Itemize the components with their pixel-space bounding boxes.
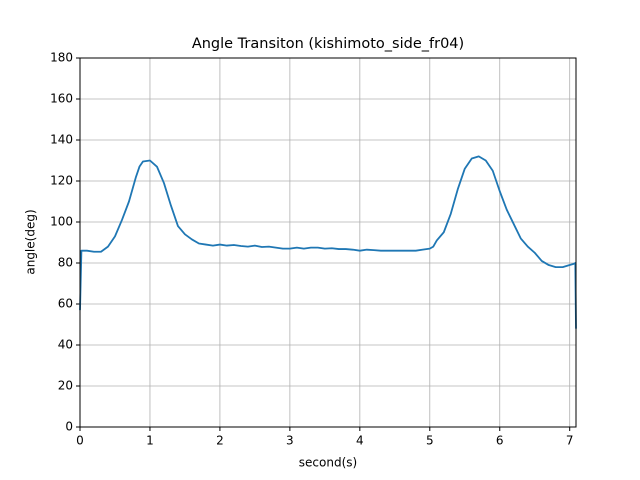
x-tick-label: 7 bbox=[566, 434, 574, 448]
x-tick-label: 4 bbox=[356, 434, 364, 448]
x-tick-label: 5 bbox=[426, 434, 434, 448]
y-tick-label: 100 bbox=[50, 215, 73, 229]
x-tick-label: 3 bbox=[286, 434, 294, 448]
y-tick-label: 180 bbox=[50, 51, 73, 65]
y-tick-label: 140 bbox=[50, 133, 73, 147]
y-tick-label: 80 bbox=[58, 256, 73, 270]
x-tick-label: 1 bbox=[146, 434, 154, 448]
y-tick-label: 20 bbox=[58, 379, 73, 393]
x-tick-label: 6 bbox=[496, 434, 504, 448]
y-tick-label: 160 bbox=[50, 92, 73, 106]
data-line bbox=[79, 155, 577, 329]
x-tick-label: 2 bbox=[216, 434, 224, 448]
y-tick-label: 120 bbox=[50, 174, 73, 188]
x-tick-label: 0 bbox=[76, 434, 84, 448]
chart-title: Angle Transiton (kishimoto_side_fr04) bbox=[192, 36, 464, 52]
y-tick-label: 60 bbox=[58, 297, 73, 311]
y-tick-label: 0 bbox=[65, 420, 73, 434]
x-axis-label: second(s) bbox=[299, 456, 357, 470]
plot-frame bbox=[79, 57, 577, 428]
y-axis-label: angle(deg) bbox=[24, 209, 38, 274]
y-tick-label: 40 bbox=[58, 338, 73, 352]
